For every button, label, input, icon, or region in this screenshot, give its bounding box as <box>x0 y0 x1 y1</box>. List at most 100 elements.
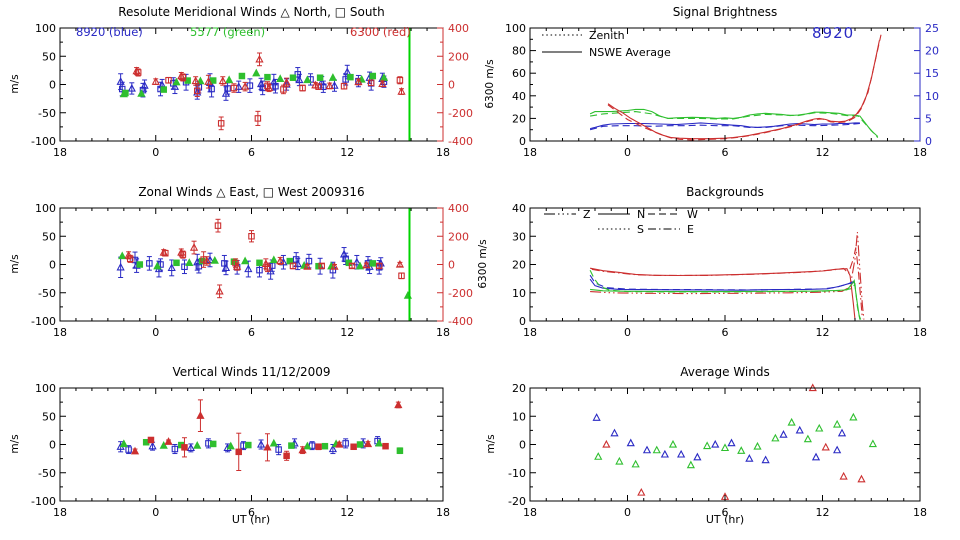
svg-text:0: 0 <box>49 79 56 92</box>
svg-text:50: 50 <box>42 50 56 63</box>
svg-text:0: 0 <box>624 146 631 159</box>
svg-text:200: 200 <box>448 230 469 243</box>
series-label-5577: 5577 (green) <box>190 25 266 39</box>
y-axis-label: m/s <box>485 434 497 454</box>
signal-brightness-chart: 18 0 6 12 180204060801000510152025ZenithNSWE… <box>505 22 939 159</box>
svg-text:100: 100 <box>35 22 56 35</box>
panel-title: Backgrounds <box>686 185 764 199</box>
svg-text:18: 18 <box>913 146 927 159</box>
svg-text:50: 50 <box>42 410 56 423</box>
panel-title: Resolute Meridional Winds △ North, □ Sou… <box>118 5 385 19</box>
panel-backgrounds: 18 0 6 12 18 0 10 20 30 40 Z N W S E Backgrounds <box>480 180 960 360</box>
svg-text:-50: -50 <box>38 287 56 300</box>
svg-text:10: 10 <box>925 90 939 103</box>
svg-text:-100: -100 <box>31 495 56 508</box>
svg-text:18: 18 <box>913 506 927 519</box>
svg-text:6: 6 <box>248 506 255 519</box>
svg-text:12: 12 <box>340 146 354 159</box>
series-label-8920: 8920 (blue) <box>76 25 143 39</box>
svg-text:0: 0 <box>624 506 631 519</box>
svg-text:20: 20 <box>512 382 526 395</box>
y-axis-label: m/s <box>9 434 21 454</box>
svg-text:12: 12 <box>340 506 354 519</box>
x-axis-label: UT (hr) <box>705 513 745 526</box>
legend-item-label: N <box>637 208 645 221</box>
svg-text:12: 12 <box>816 146 830 159</box>
svg-text:5: 5 <box>925 112 932 125</box>
svg-text:0: 0 <box>49 259 56 272</box>
svg-text:-20: -20 <box>508 495 526 508</box>
legend-item-label: Z <box>583 208 591 221</box>
svg-text:0: 0 <box>519 315 526 328</box>
svg-text:-400: -400 <box>448 135 473 148</box>
svg-text:0: 0 <box>519 135 526 148</box>
legend-item-label: E <box>687 223 694 236</box>
svg-text:20: 20 <box>512 259 526 272</box>
panel-zonal-winds: 18 0 6 12 18 -100 -50 0 50 100 400 200 0 -200 -400 Zon… <box>0 180 520 360</box>
svg-text:18: 18 <box>436 326 450 339</box>
y-axis-label: m/s <box>9 254 21 274</box>
svg-text:18: 18 <box>53 326 67 339</box>
svg-text:0: 0 <box>152 506 159 519</box>
svg-text:12: 12 <box>816 326 830 339</box>
y-axis-label: m/s <box>9 74 21 94</box>
svg-text:-100: -100 <box>31 315 56 328</box>
svg-text:20: 20 <box>925 45 939 58</box>
svg-text:18: 18 <box>436 506 450 519</box>
svg-text:18: 18 <box>53 506 67 519</box>
svg-text:-400: -400 <box>448 315 473 328</box>
svg-text:40: 40 <box>512 90 526 103</box>
legend-item-label: W <box>687 208 698 221</box>
svg-text:80: 80 <box>512 45 526 58</box>
svg-text:18: 18 <box>913 326 927 339</box>
legend-item-label: Zenith <box>589 29 625 42</box>
svg-text:30: 30 <box>512 230 526 243</box>
svg-text:6: 6 <box>722 146 729 159</box>
x-axis-label: UT (hr) <box>231 513 271 526</box>
svg-text:40: 40 <box>512 202 526 215</box>
svg-text:18: 18 <box>523 506 537 519</box>
svg-text:20: 20 <box>512 112 526 125</box>
svg-text:12: 12 <box>816 506 830 519</box>
svg-text:6: 6 <box>248 326 255 339</box>
svg-text:15: 15 <box>925 67 939 80</box>
svg-text:-200: -200 <box>448 107 473 120</box>
panel-average-winds: 18 0 6 12 18 -20 -10 0 10 20 Average Winds m/s UT… <box>480 360 960 540</box>
svg-text:12: 12 <box>340 326 354 339</box>
svg-text:0: 0 <box>152 326 159 339</box>
svg-text:100: 100 <box>505 22 526 35</box>
svg-text:18: 18 <box>53 146 67 159</box>
svg-text:6: 6 <box>722 506 729 519</box>
panel-meridional-winds: 18 0 6 12 18 -100 -50 0 50 100 400 200 0 -200 -400 Res… <box>0 0 520 180</box>
svg-text:0: 0 <box>519 439 526 452</box>
svg-text:50: 50 <box>42 230 56 243</box>
panel-title: Average Winds <box>680 365 770 379</box>
svg-text:0: 0 <box>624 326 631 339</box>
svg-text:60: 60 <box>512 67 526 80</box>
svg-text:0: 0 <box>49 439 56 452</box>
panel-title: Signal Brightness <box>672 5 778 19</box>
svg-text:-200: -200 <box>448 287 473 300</box>
legend-item-label: NSWE Average <box>589 46 671 59</box>
svg-text:-50: -50 <box>38 107 56 120</box>
svg-text:400: 400 <box>448 22 469 35</box>
panel-title: Vertical Winds 11/12/2009 <box>172 365 331 379</box>
svg-text:-100: -100 <box>31 135 56 148</box>
panel-title: Zonal Winds △ East, □ West 2009316 <box>138 185 365 199</box>
svg-text:100: 100 <box>35 382 56 395</box>
svg-text:100: 100 <box>35 202 56 215</box>
svg-text:18: 18 <box>523 146 537 159</box>
svg-text:18: 18 <box>523 326 537 339</box>
svg-text:10: 10 <box>512 287 526 300</box>
filter-label-8920: 8920 <box>812 24 855 42</box>
panel-vertical-winds: 18 0 6 12 18 -100 -50 0 50 100 Vertical Winds 11/… <box>0 360 520 540</box>
svg-text:-10: -10 <box>508 467 526 480</box>
series-label-6300: 6300 (red) <box>350 25 411 39</box>
svg-text:200: 200 <box>448 50 469 63</box>
svg-text:0: 0 <box>448 259 455 272</box>
svg-text:0: 0 <box>152 146 159 159</box>
